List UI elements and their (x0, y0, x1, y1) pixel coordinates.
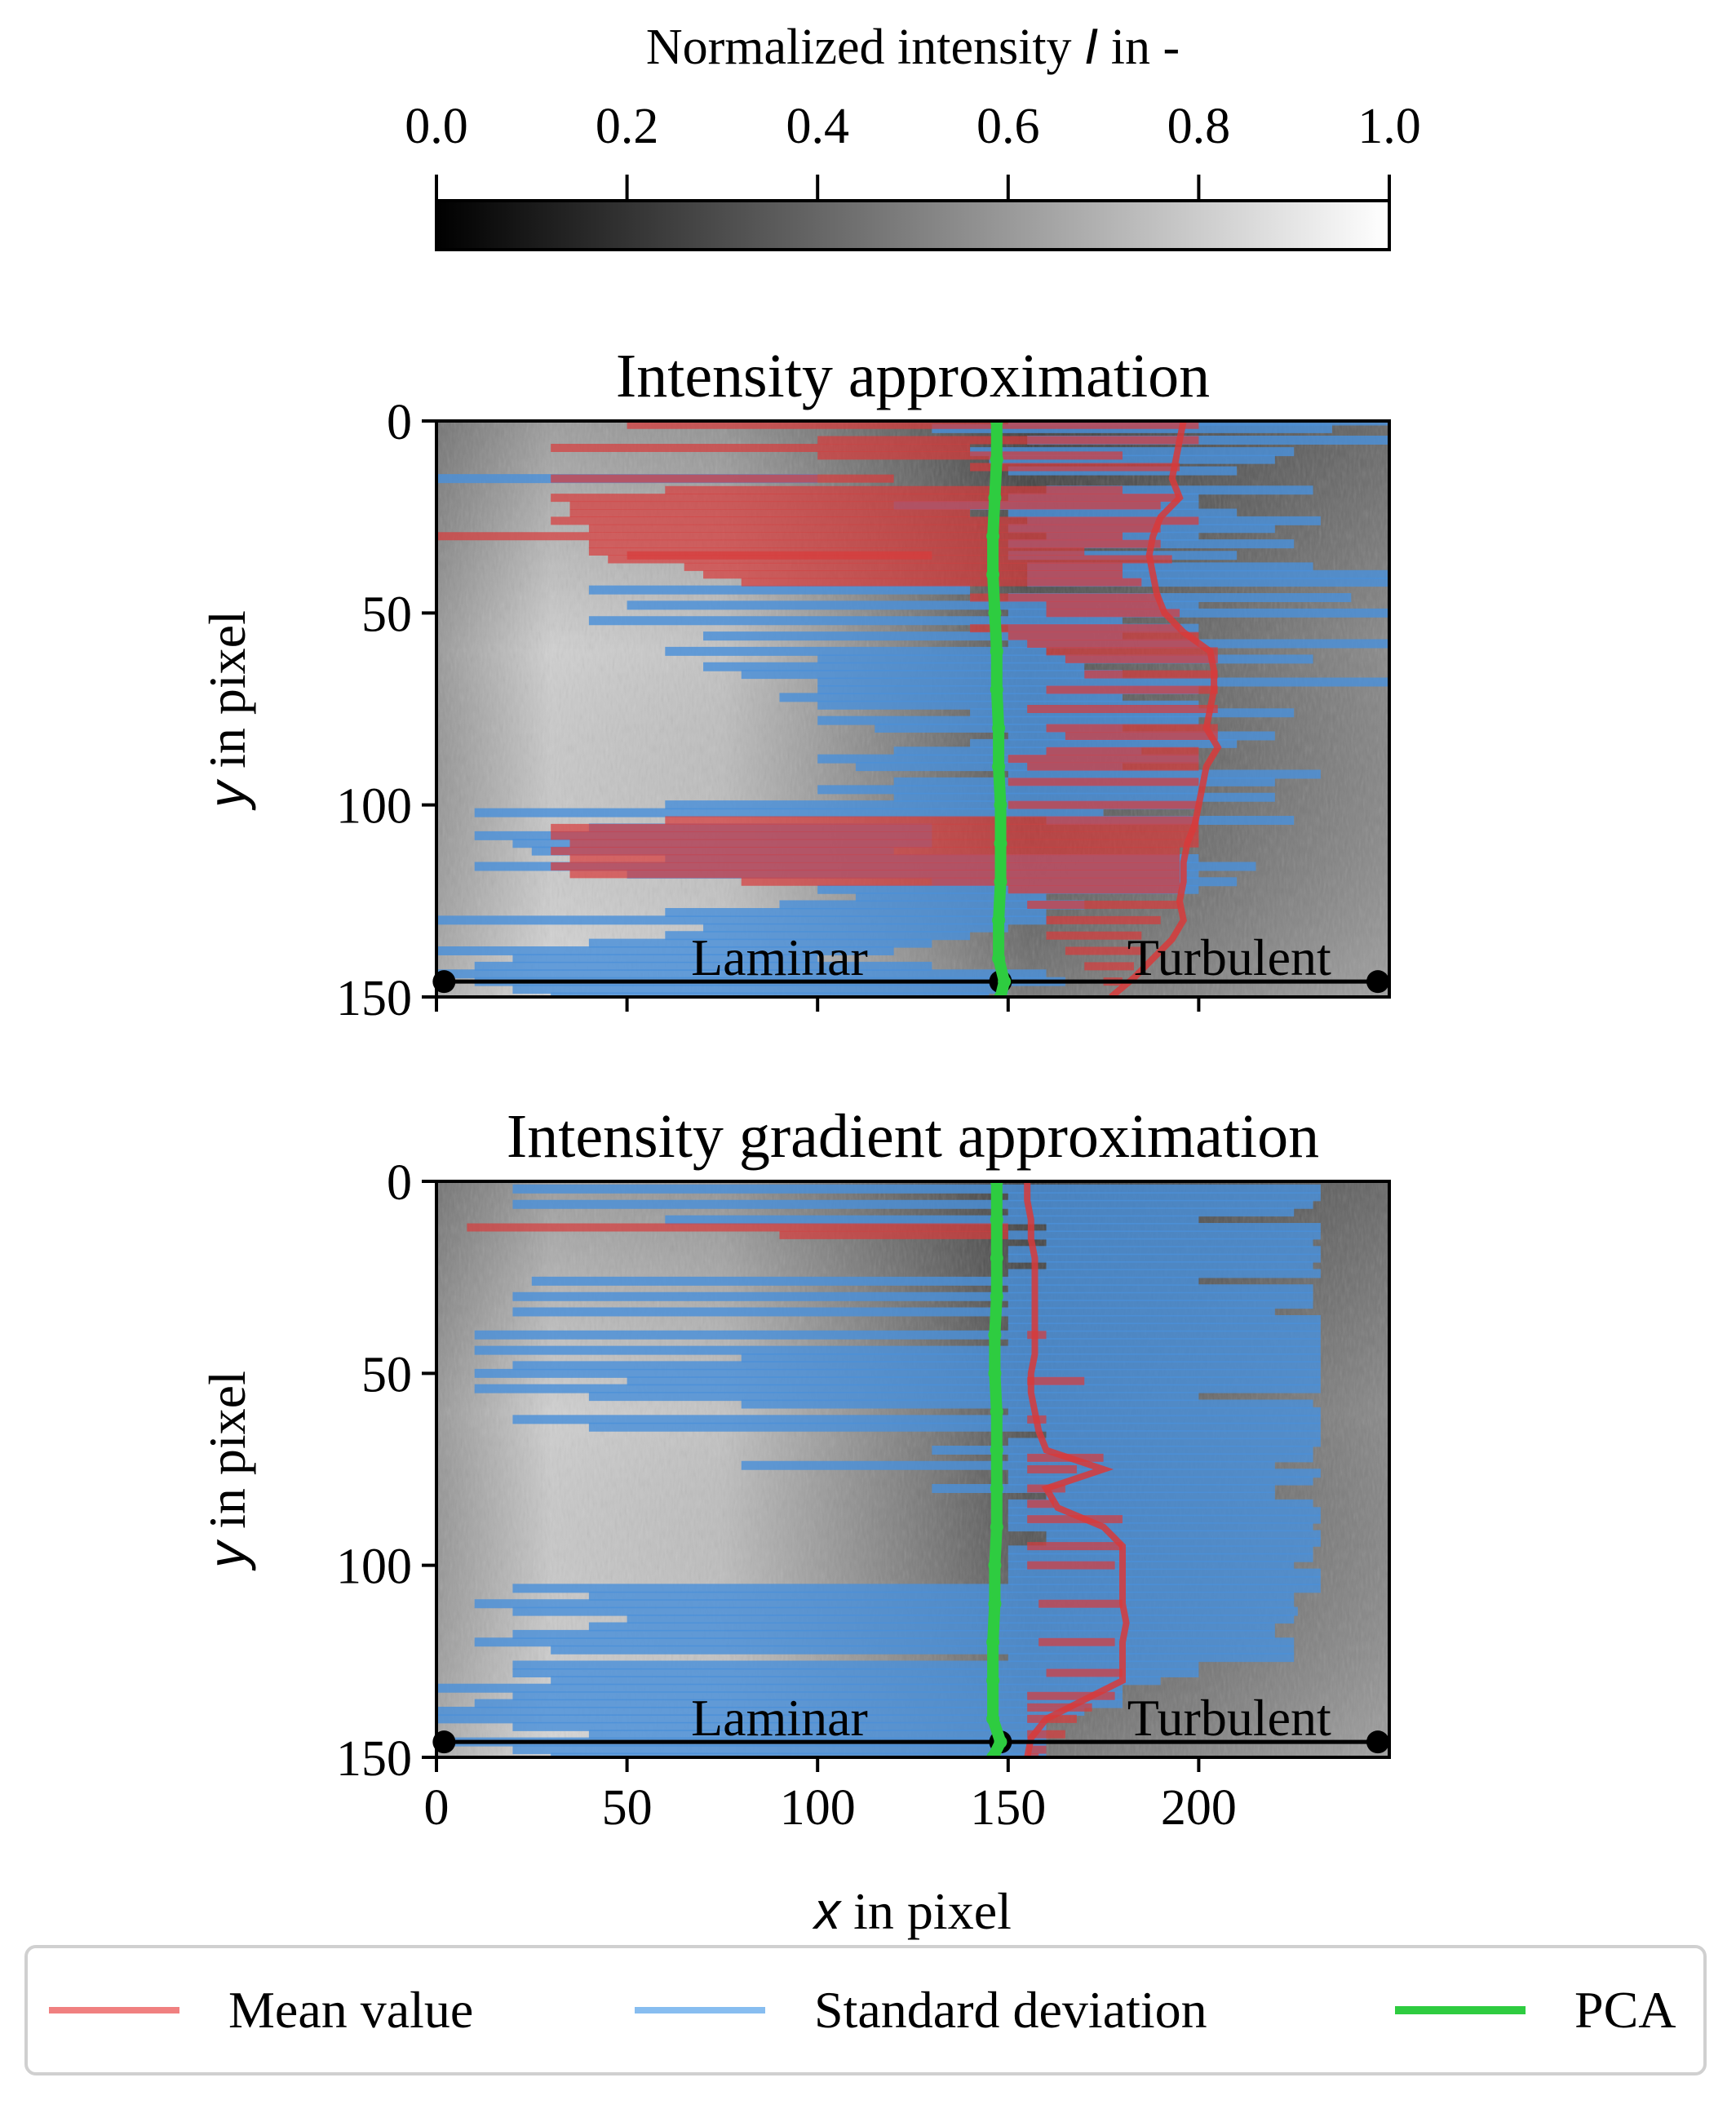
y-axis-label-suffix: in pixel (198, 610, 256, 782)
pca-point (988, 1558, 1002, 1572)
pca-point (988, 606, 1002, 620)
colorbar-tick-label: 1.0 (1357, 99, 1421, 154)
pca-point (988, 1328, 1002, 1342)
legend-item-std: Standard deviation (635, 1948, 1207, 2072)
region-annotation: Laminar (691, 1689, 868, 1747)
axes-frame (435, 1180, 1391, 1759)
y-axis-label: y in pixel (197, 610, 256, 811)
x-tick-label: 100 (780, 1780, 856, 1836)
mean-boundary-line (1109, 421, 1222, 997)
region-annotation: Laminar (691, 928, 868, 986)
colorbar-tick-label: 0.6 (976, 99, 1040, 154)
pca-point (992, 913, 1006, 927)
mean-series (436, 421, 1218, 986)
legend-label-mean: Mean value (228, 1981, 474, 2039)
pca-point (998, 975, 1012, 989)
legend-item-pca: PCA (1395, 1948, 1676, 2072)
pca-point (990, 1290, 1003, 1304)
pca-point (986, 1635, 1000, 1649)
y-axis-label-symbol: y (197, 778, 256, 811)
reference-marker (432, 1730, 456, 1754)
pca-point (994, 875, 1008, 888)
x-tick-label: 150 (970, 1780, 1046, 1836)
x-axis-label: x in pixel (812, 1881, 1012, 1940)
legend-swatch-pca (1395, 2006, 1526, 2014)
mean-series (467, 1223, 1123, 1757)
pca-point (990, 1482, 1003, 1495)
x-axis-label-suffix: in pixel (840, 1882, 1012, 1940)
region-annotation: Turbulent (1127, 928, 1331, 986)
colorbar-label-suffix: in - (1098, 20, 1180, 75)
colorbar-label: Normalized intensity I in - (646, 19, 1180, 75)
pca-point (990, 1405, 1003, 1419)
colorbar-tick-label: 0.8 (1167, 99, 1231, 154)
pca-point (994, 1735, 1008, 1749)
reference-marker (1366, 970, 1389, 994)
y-tick-label: 150 (336, 1731, 412, 1787)
pca-point (988, 491, 1002, 505)
colorbar-tick-label: 0.2 (596, 99, 659, 154)
pca-point (990, 1251, 1003, 1265)
pca-point (986, 1712, 1000, 1726)
colorbar-tick-label: 0.4 (786, 99, 849, 154)
panel-title: Intensity gradient approximation (507, 1102, 1319, 1171)
mean-boundary-line (1024, 1181, 1130, 1757)
x-axis-label-symbol: x (812, 1881, 842, 1940)
legend: Mean value Standard deviation PCA (24, 1945, 1707, 2075)
panel-intensity: Intensity approximation Laminar Turbulent 0… (197, 342, 1391, 1026)
x-tick-label: 200 (1161, 1780, 1237, 1836)
colorbar: Normalized intensity I in - 0.0 0.2 0.4 0.6… (405, 19, 1421, 251)
pca-point (988, 1367, 1002, 1380)
pca-point (986, 529, 1000, 543)
legend-swatch-mean (49, 2007, 179, 2013)
colorbar-tick-label: 0.0 (405, 99, 468, 154)
x-tick-label: 50 (602, 1780, 653, 1836)
pca-point (990, 1213, 1003, 1227)
y-tick-label: 100 (336, 779, 412, 835)
y-tick-label: 0 (387, 1155, 412, 1211)
colorbar-ticks: 0.0 0.2 0.4 0.6 0.8 1.0 (405, 99, 1421, 201)
y-axis-label-suffix: in pixel (198, 1371, 256, 1542)
pca-point (994, 836, 1008, 850)
pca-point (990, 453, 1003, 467)
y-tick-label: 50 (361, 587, 412, 642)
colorbar-label-prefix: Normalized intensity (646, 20, 1084, 75)
y-tick-label: 50 (361, 1347, 412, 1402)
pca-point (990, 645, 1003, 658)
y-tick-label: 100 (336, 1539, 412, 1595)
pca-point (992, 721, 1006, 735)
pca-point (988, 1597, 1002, 1610)
pca-point (990, 1520, 1003, 1534)
legend-label-std: Standard deviation (814, 1981, 1207, 2039)
legend-item-mean: Mean value (49, 1948, 473, 2072)
legend-swatch-std (635, 2007, 765, 2013)
legend-label-pca: PCA (1574, 1981, 1676, 2039)
axes-frame (435, 419, 1391, 999)
panel-title: Intensity approximation (616, 342, 1210, 410)
reference-marker (1366, 1730, 1389, 1754)
pca-point (986, 568, 1000, 582)
pca-point (990, 683, 1003, 697)
std-series (436, 1184, 1321, 1757)
pca-point (986, 1673, 1000, 1687)
pca-point (992, 951, 1006, 965)
region-annotation: Turbulent (1127, 1689, 1331, 1747)
pca-point (990, 1443, 1003, 1457)
panel-gradient: Intensity gradient approximation Laminar T… (197, 1102, 1391, 1836)
y-axis-label-symbol: y (197, 1539, 256, 1571)
y-axis-label: y in pixel (197, 1371, 256, 1571)
pca-point (994, 798, 1008, 812)
reference-marker (432, 970, 456, 994)
x-tick-label: 0 (424, 1780, 450, 1836)
colorbar-gradient (435, 199, 1391, 251)
y-tick-label: 0 (387, 395, 412, 450)
colorbar-label-symbol: I (1084, 19, 1098, 75)
y-tick-label: 150 (336, 971, 412, 1026)
pca-point (992, 760, 1006, 773)
